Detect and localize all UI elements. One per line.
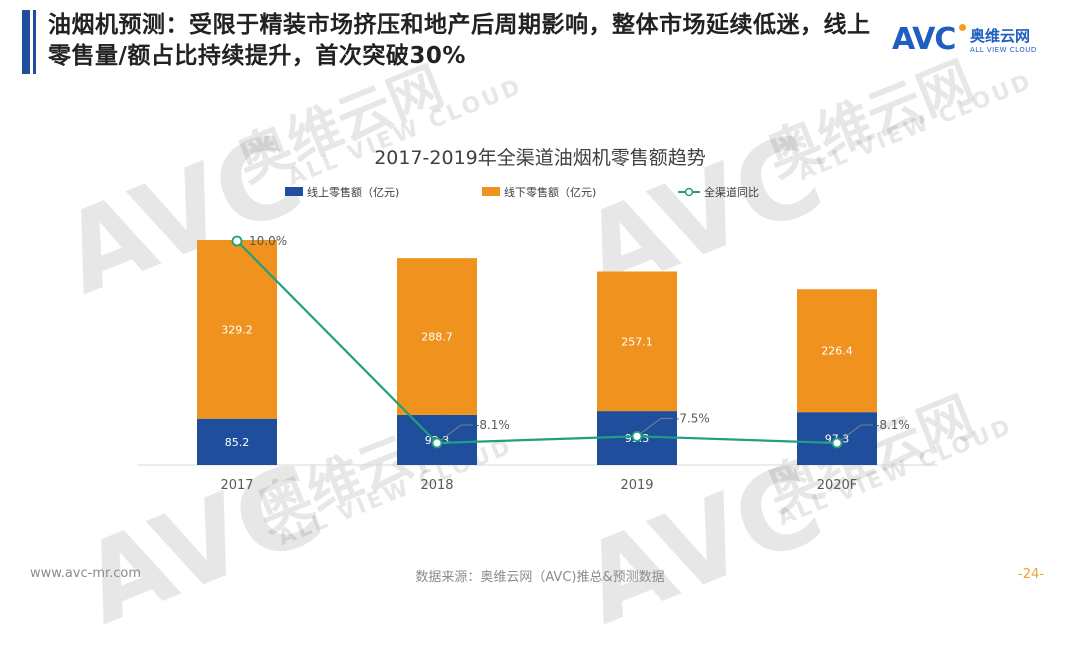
bar-offline [197, 240, 277, 419]
legend-label: 线上零售额（亿元) [307, 185, 399, 199]
logo-mark: AVC [892, 22, 956, 57]
x-tick-label: 2019 [620, 478, 653, 493]
avc-logo: AVC 奥维云网 ALL VIEW CLOUD [892, 20, 1062, 60]
bar-offline [797, 289, 877, 413]
chart-title: 2017-2019年全渠道油烟机零售额趋势 [374, 147, 706, 169]
logo-name-cn: 奥维云网 [970, 27, 1031, 45]
page-number: -24- [1018, 567, 1044, 582]
growth-point [631, 430, 643, 442]
page-headline: 油烟机预测：受限于精装市场挤压和地产后周期影响，整体市场延续低迷，线上零售量/额… [48, 12, 871, 69]
bar-online-value-label: 85.2 [225, 436, 250, 449]
legend-label: 全渠道同比 [704, 185, 759, 199]
growth-value-label: 10.0% [249, 234, 287, 248]
bar-online [197, 418, 277, 465]
x-tick-label: 2018 [420, 478, 453, 493]
data-label-leader [636, 417, 673, 437]
growth-point [831, 437, 843, 449]
legend-swatch [482, 187, 500, 196]
title-accent-bar [22, 10, 30, 74]
bar-offline [597, 271, 677, 412]
growth-value-label: -7.5% [675, 411, 710, 425]
x-tick-label: 2020F [817, 478, 858, 493]
logo-name-en: ALL VIEW CLOUD [970, 46, 1037, 54]
data-label-leader [836, 424, 873, 444]
bar-offline-value-label: 257.1 [621, 335, 653, 348]
legend-swatch [285, 187, 303, 196]
title-accent-bar-thin [33, 10, 36, 74]
legend-label: 线下零售额（亿元) [504, 185, 596, 199]
x-tick-label: 2017 [220, 478, 253, 493]
bar-offline-value-label: 226.4 [821, 345, 853, 358]
growth-value-label: -8.1% [475, 418, 510, 432]
legend-marker [684, 187, 694, 197]
footer-source: 数据来源：奥维云网（AVC)推总&预测数据 [415, 570, 665, 585]
growth-point [431, 437, 443, 449]
footer-website[interactable]: www.avc-mr.com [30, 566, 142, 581]
growth-value-label: -8.1% [875, 418, 910, 432]
data-label-leader [436, 424, 473, 444]
bar-offline-value-label: 288.7 [421, 331, 453, 344]
retail-sales-chart: 线上零售额（亿元)线下零售额（亿元)全渠道同比85.2329.2201792.3… [137, 185, 937, 493]
bar-offline [397, 258, 477, 415]
logo-dot-icon [959, 24, 966, 31]
growth-point [231, 235, 243, 247]
growth-line [236, 240, 838, 445]
bar-offline-value-label: 329.2 [221, 323, 253, 336]
